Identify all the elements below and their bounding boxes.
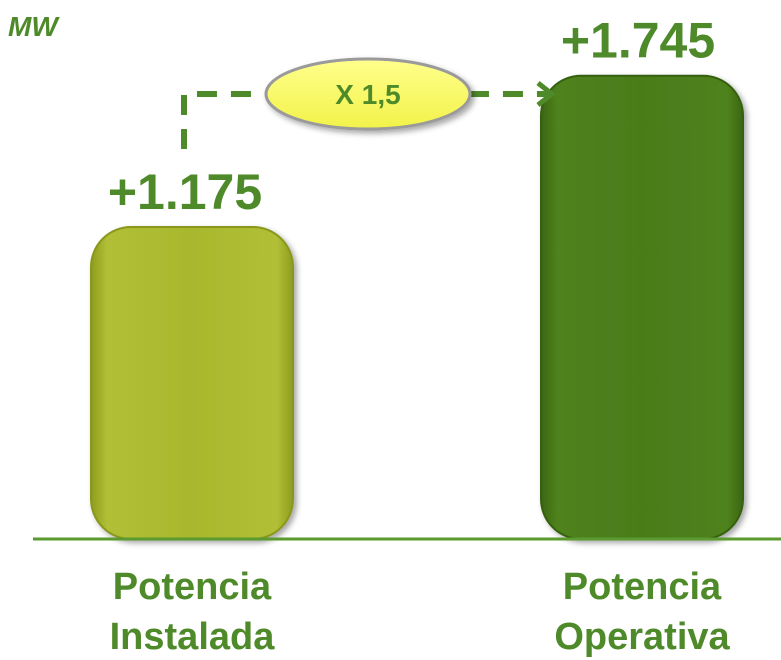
category-label-0-line-0: Potencia — [113, 566, 272, 608]
multiplier-label: X 1,5 — [335, 79, 400, 110]
bar-potencia-operativa — [540, 74, 744, 540]
unit-label: MW — [8, 11, 60, 42]
value-label-1: +1.745 — [561, 13, 715, 69]
category-label-1-line-1: Operativa — [554, 616, 730, 658]
connector-arrowhead — [536, 81, 557, 107]
value-label-0: +1.175 — [108, 164, 262, 220]
bar-potencia-instalada — [90, 226, 294, 540]
bars-group — [90, 74, 744, 540]
value-labels-group: +1.175 +1.745 — [108, 13, 715, 220]
multiplier-connector — [181, 81, 557, 150]
category-label-1-line-0: Potencia — [563, 566, 722, 608]
category-labels-group: Potencia Instalada Potencia Operativa — [110, 566, 731, 658]
multiplier-badge — [264, 57, 472, 131]
connector-dashed-line — [181, 91, 548, 150]
category-label-0-line-1: Instalada — [110, 616, 276, 658]
multiplier-ellipse — [264, 57, 472, 131]
